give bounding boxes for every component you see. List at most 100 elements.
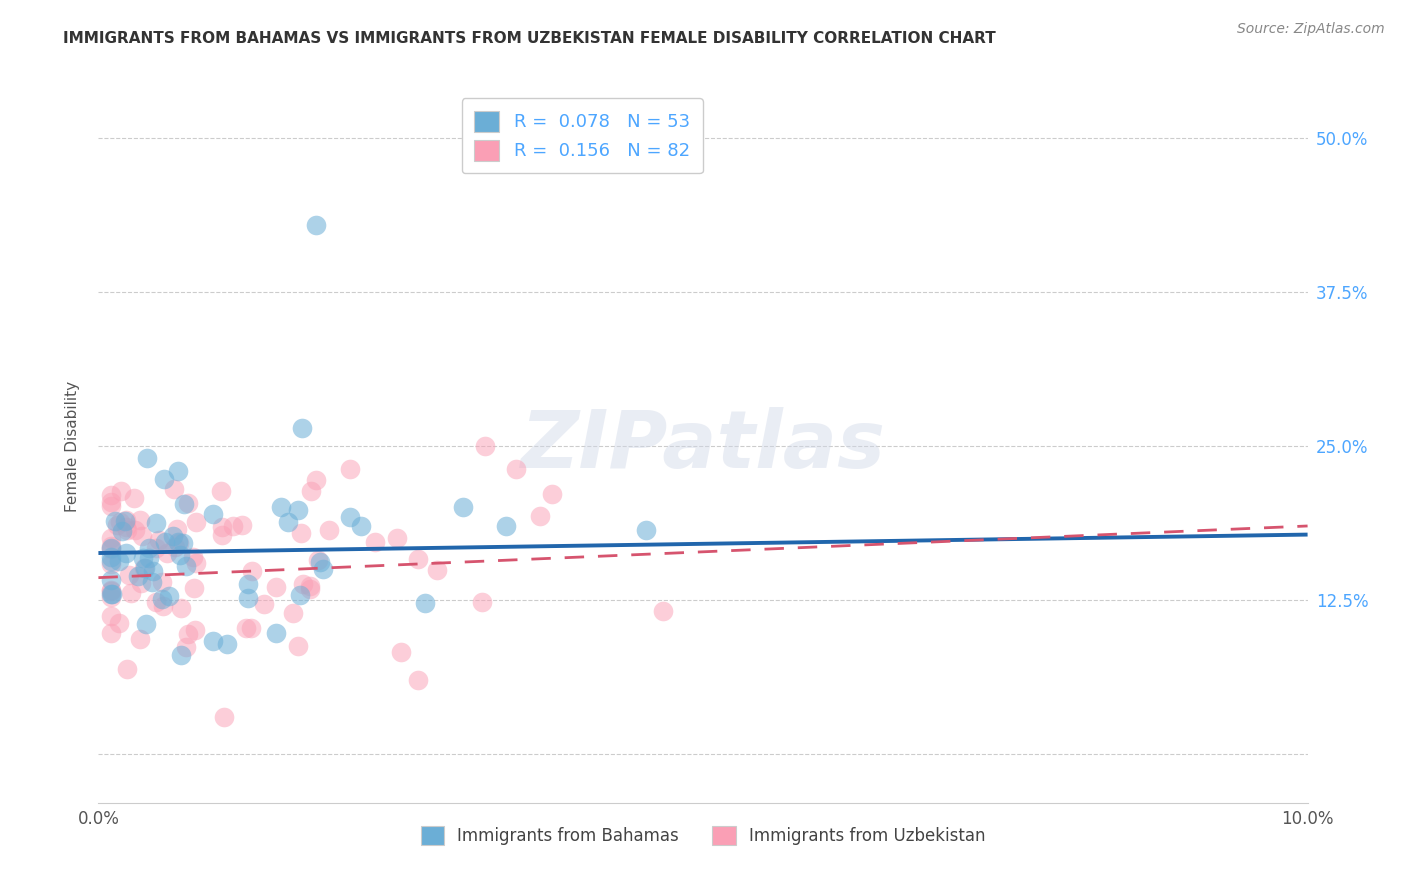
Point bbox=[184, 515, 207, 529]
Point bbox=[135, 451, 157, 466]
Point bbox=[105, 517, 128, 532]
Point bbox=[235, 621, 257, 635]
Point bbox=[118, 567, 141, 582]
Point bbox=[122, 491, 145, 506]
Point bbox=[100, 488, 122, 502]
Point bbox=[339, 510, 361, 524]
Point bbox=[170, 600, 193, 615]
Point bbox=[100, 550, 122, 565]
Point bbox=[309, 555, 332, 569]
Point bbox=[100, 499, 122, 513]
Point bbox=[474, 439, 496, 453]
Point bbox=[211, 528, 233, 542]
Point bbox=[239, 621, 262, 635]
Point bbox=[222, 519, 245, 533]
Point bbox=[172, 535, 194, 549]
Point bbox=[277, 515, 299, 529]
Point bbox=[209, 483, 232, 498]
Point bbox=[290, 525, 312, 540]
Point bbox=[166, 522, 188, 536]
Point bbox=[120, 585, 142, 599]
Point bbox=[305, 473, 328, 487]
Point bbox=[231, 518, 253, 533]
Point bbox=[100, 584, 122, 599]
Point bbox=[312, 562, 335, 576]
Point bbox=[100, 541, 122, 556]
Point bbox=[299, 579, 322, 593]
Point bbox=[100, 586, 122, 600]
Point bbox=[177, 496, 200, 510]
Point bbox=[111, 524, 134, 538]
Point bbox=[138, 541, 160, 556]
Point bbox=[173, 497, 195, 511]
Point bbox=[127, 568, 149, 582]
Point bbox=[100, 608, 122, 623]
Point bbox=[132, 561, 155, 575]
Point bbox=[184, 623, 207, 637]
Text: Source: ZipAtlas.com: Source: ZipAtlas.com bbox=[1237, 22, 1385, 37]
Point bbox=[183, 581, 205, 595]
Point bbox=[318, 523, 340, 537]
Point bbox=[292, 577, 315, 591]
Legend: Immigrants from Bahamas, Immigrants from Uzbekistan: Immigrants from Bahamas, Immigrants from… bbox=[411, 816, 995, 855]
Point bbox=[174, 640, 197, 654]
Point bbox=[145, 516, 167, 530]
Point bbox=[100, 541, 122, 556]
Point bbox=[652, 604, 675, 618]
Y-axis label: Female Disability: Female Disability bbox=[65, 380, 80, 512]
Point bbox=[100, 574, 122, 588]
Point bbox=[129, 632, 152, 646]
Point bbox=[169, 548, 191, 562]
Point bbox=[177, 627, 200, 641]
Point bbox=[165, 541, 187, 555]
Point bbox=[186, 557, 208, 571]
Point bbox=[131, 550, 153, 565]
Point bbox=[529, 508, 551, 523]
Point bbox=[426, 562, 449, 576]
Point bbox=[291, 420, 314, 434]
Point bbox=[107, 616, 129, 631]
Point bbox=[145, 541, 167, 555]
Point bbox=[142, 564, 165, 578]
Point bbox=[114, 514, 136, 528]
Point bbox=[181, 550, 204, 565]
Point bbox=[217, 637, 239, 651]
Point bbox=[299, 484, 322, 499]
Text: IMMIGRANTS FROM BAHAMAS VS IMMIGRANTS FROM UZBEKISTAN FEMALE DISABILITY CORRELAT: IMMIGRANTS FROM BAHAMAS VS IMMIGRANTS FR… bbox=[63, 31, 995, 46]
Point bbox=[413, 596, 436, 610]
Point bbox=[107, 553, 129, 567]
Point bbox=[100, 554, 122, 568]
Point bbox=[453, 500, 475, 515]
Point bbox=[100, 494, 122, 508]
Point bbox=[100, 582, 122, 597]
Point bbox=[148, 533, 170, 547]
Point bbox=[636, 524, 658, 538]
Point bbox=[162, 529, 184, 543]
Point bbox=[495, 519, 517, 533]
Point bbox=[152, 599, 174, 614]
Point bbox=[100, 625, 122, 640]
Point bbox=[270, 500, 292, 515]
Point bbox=[505, 462, 527, 476]
Point bbox=[100, 587, 122, 601]
Point bbox=[129, 513, 152, 527]
Point bbox=[138, 551, 160, 566]
Point bbox=[115, 546, 138, 560]
Point bbox=[110, 483, 132, 498]
Point bbox=[169, 536, 191, 550]
Point bbox=[156, 546, 179, 560]
Point bbox=[211, 520, 233, 534]
Point bbox=[264, 626, 287, 640]
Point bbox=[174, 559, 197, 574]
Point bbox=[339, 462, 361, 476]
Point bbox=[202, 507, 225, 521]
Point bbox=[305, 218, 328, 232]
Point bbox=[129, 576, 152, 591]
Point bbox=[406, 551, 429, 566]
Point bbox=[150, 575, 173, 590]
Point bbox=[145, 595, 167, 609]
Point bbox=[167, 465, 190, 479]
Point bbox=[290, 588, 312, 602]
Point bbox=[167, 535, 190, 549]
Point bbox=[298, 582, 321, 597]
